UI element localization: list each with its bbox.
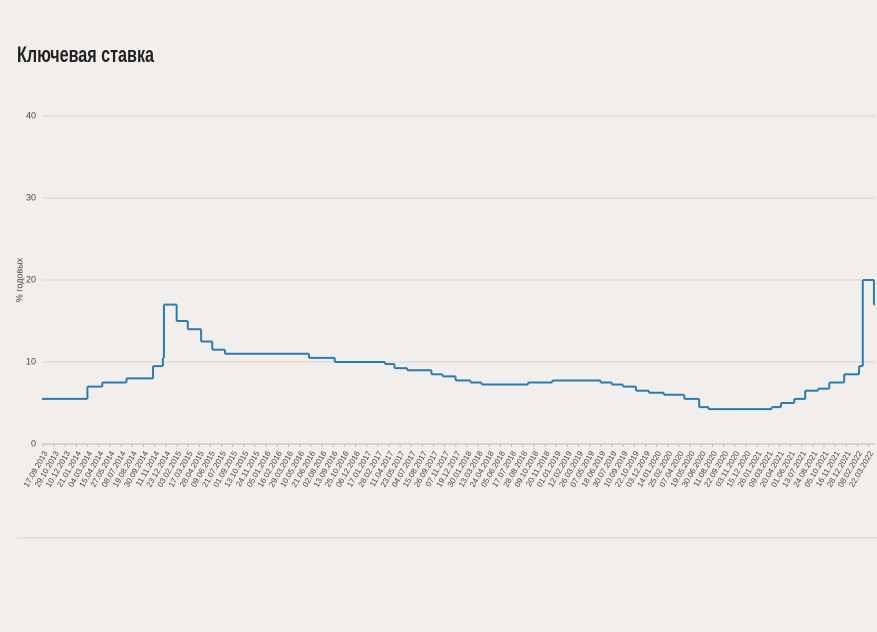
y-tick-label: 10 xyxy=(26,356,36,366)
y-tick-label: 30 xyxy=(26,192,36,202)
chart-title: Ключевая ставка xyxy=(17,42,155,67)
y-tick-label: 20 xyxy=(26,274,36,284)
y-tick-label: 0 xyxy=(31,438,36,448)
y-tick-label: 40 xyxy=(26,110,36,120)
y-axis-label: % годовых xyxy=(14,257,24,302)
